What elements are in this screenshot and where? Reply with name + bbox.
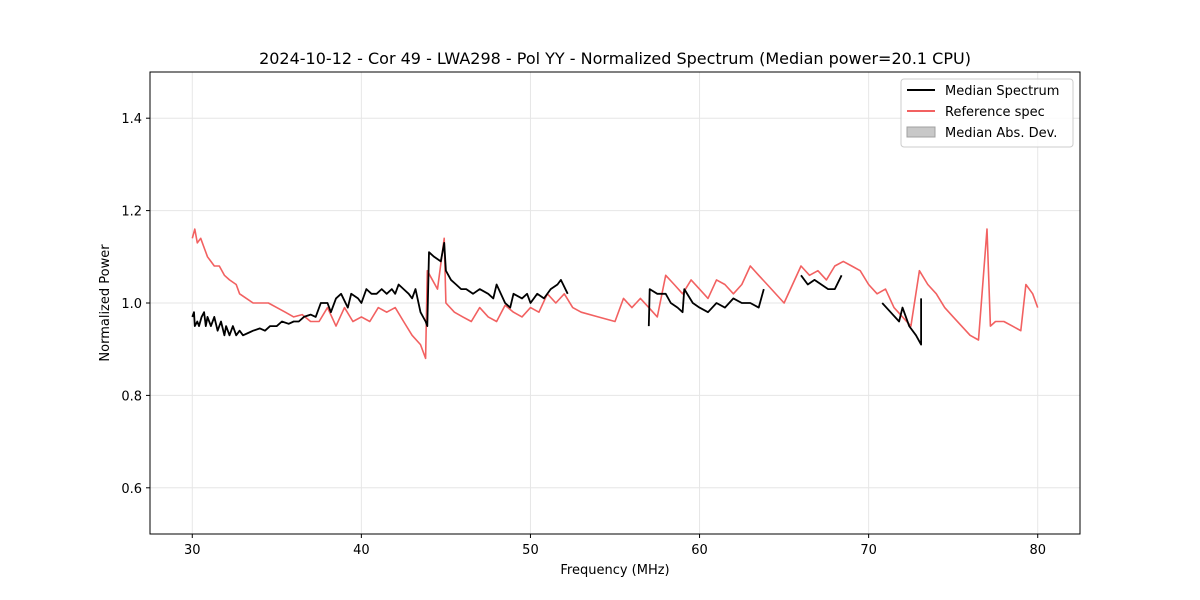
y-tick-label: 0.8 bbox=[121, 389, 142, 404]
legend-reference-label: Reference spec bbox=[945, 105, 1045, 120]
x-tick-label: 80 bbox=[1029, 543, 1046, 558]
y-tick-label: 1.2 bbox=[121, 205, 142, 220]
plot-area bbox=[191, 228, 1039, 360]
x-tick-label: 60 bbox=[691, 543, 708, 558]
y-axis-ticks: 0.6 0.8 1.0 1.2 1.4 bbox=[121, 112, 150, 497]
x-tick-label: 70 bbox=[860, 543, 877, 558]
y-tick-label: 0.6 bbox=[121, 482, 142, 497]
legend-median-label: Median Spectrum bbox=[945, 84, 1059, 99]
legend: Median Spectrum Reference spec Median Ab… bbox=[900, 78, 1074, 148]
median-spectrum-line-segment-1 bbox=[647, 288, 765, 327]
median-spectrum-line-segment-0 bbox=[191, 241, 569, 337]
legend-mad-label: Median Abs. Dev. bbox=[945, 126, 1057, 141]
median-spectrum-line-segment-3 bbox=[881, 298, 922, 346]
x-tick-label: 50 bbox=[522, 543, 539, 558]
x-axis-ticks: 30 40 50 60 70 80 bbox=[184, 534, 1046, 558]
x-axis-label: Frequency (MHz) bbox=[560, 563, 669, 578]
legend-box bbox=[900, 78, 1074, 148]
y-axis-label: Normalized Power bbox=[98, 244, 113, 362]
reference-spec-line-segment-0 bbox=[191, 228, 1039, 360]
x-tick-label: 40 bbox=[353, 543, 370, 558]
y-tick-label: 1.4 bbox=[121, 112, 142, 127]
series-group bbox=[191, 228, 1039, 360]
legend-mad-swatch bbox=[906, 126, 936, 138]
median-spectrum-line-segment-2 bbox=[800, 274, 843, 291]
x-tick-label: 30 bbox=[184, 543, 201, 558]
y-tick-label: 1.0 bbox=[121, 297, 142, 312]
chart-title: 2024-10-12 - Cor 49 - LWA298 - Pol YY - … bbox=[259, 49, 971, 68]
